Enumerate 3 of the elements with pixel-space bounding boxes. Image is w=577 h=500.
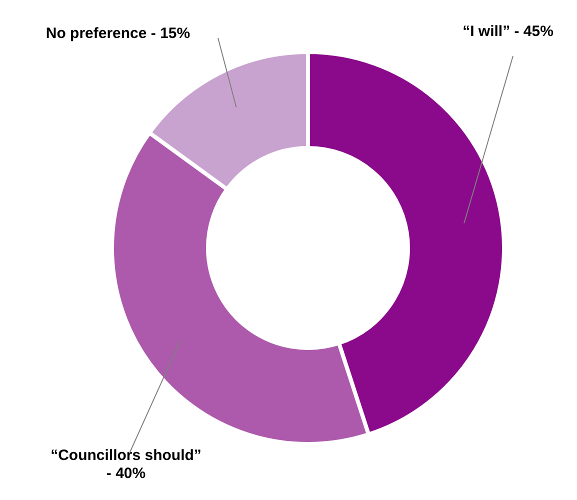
slice-label: “Councillors should” - 40% [50,447,202,482]
slice-label: “I will” - 45% [462,23,554,40]
slice-label: No preference - 15% [46,25,190,42]
